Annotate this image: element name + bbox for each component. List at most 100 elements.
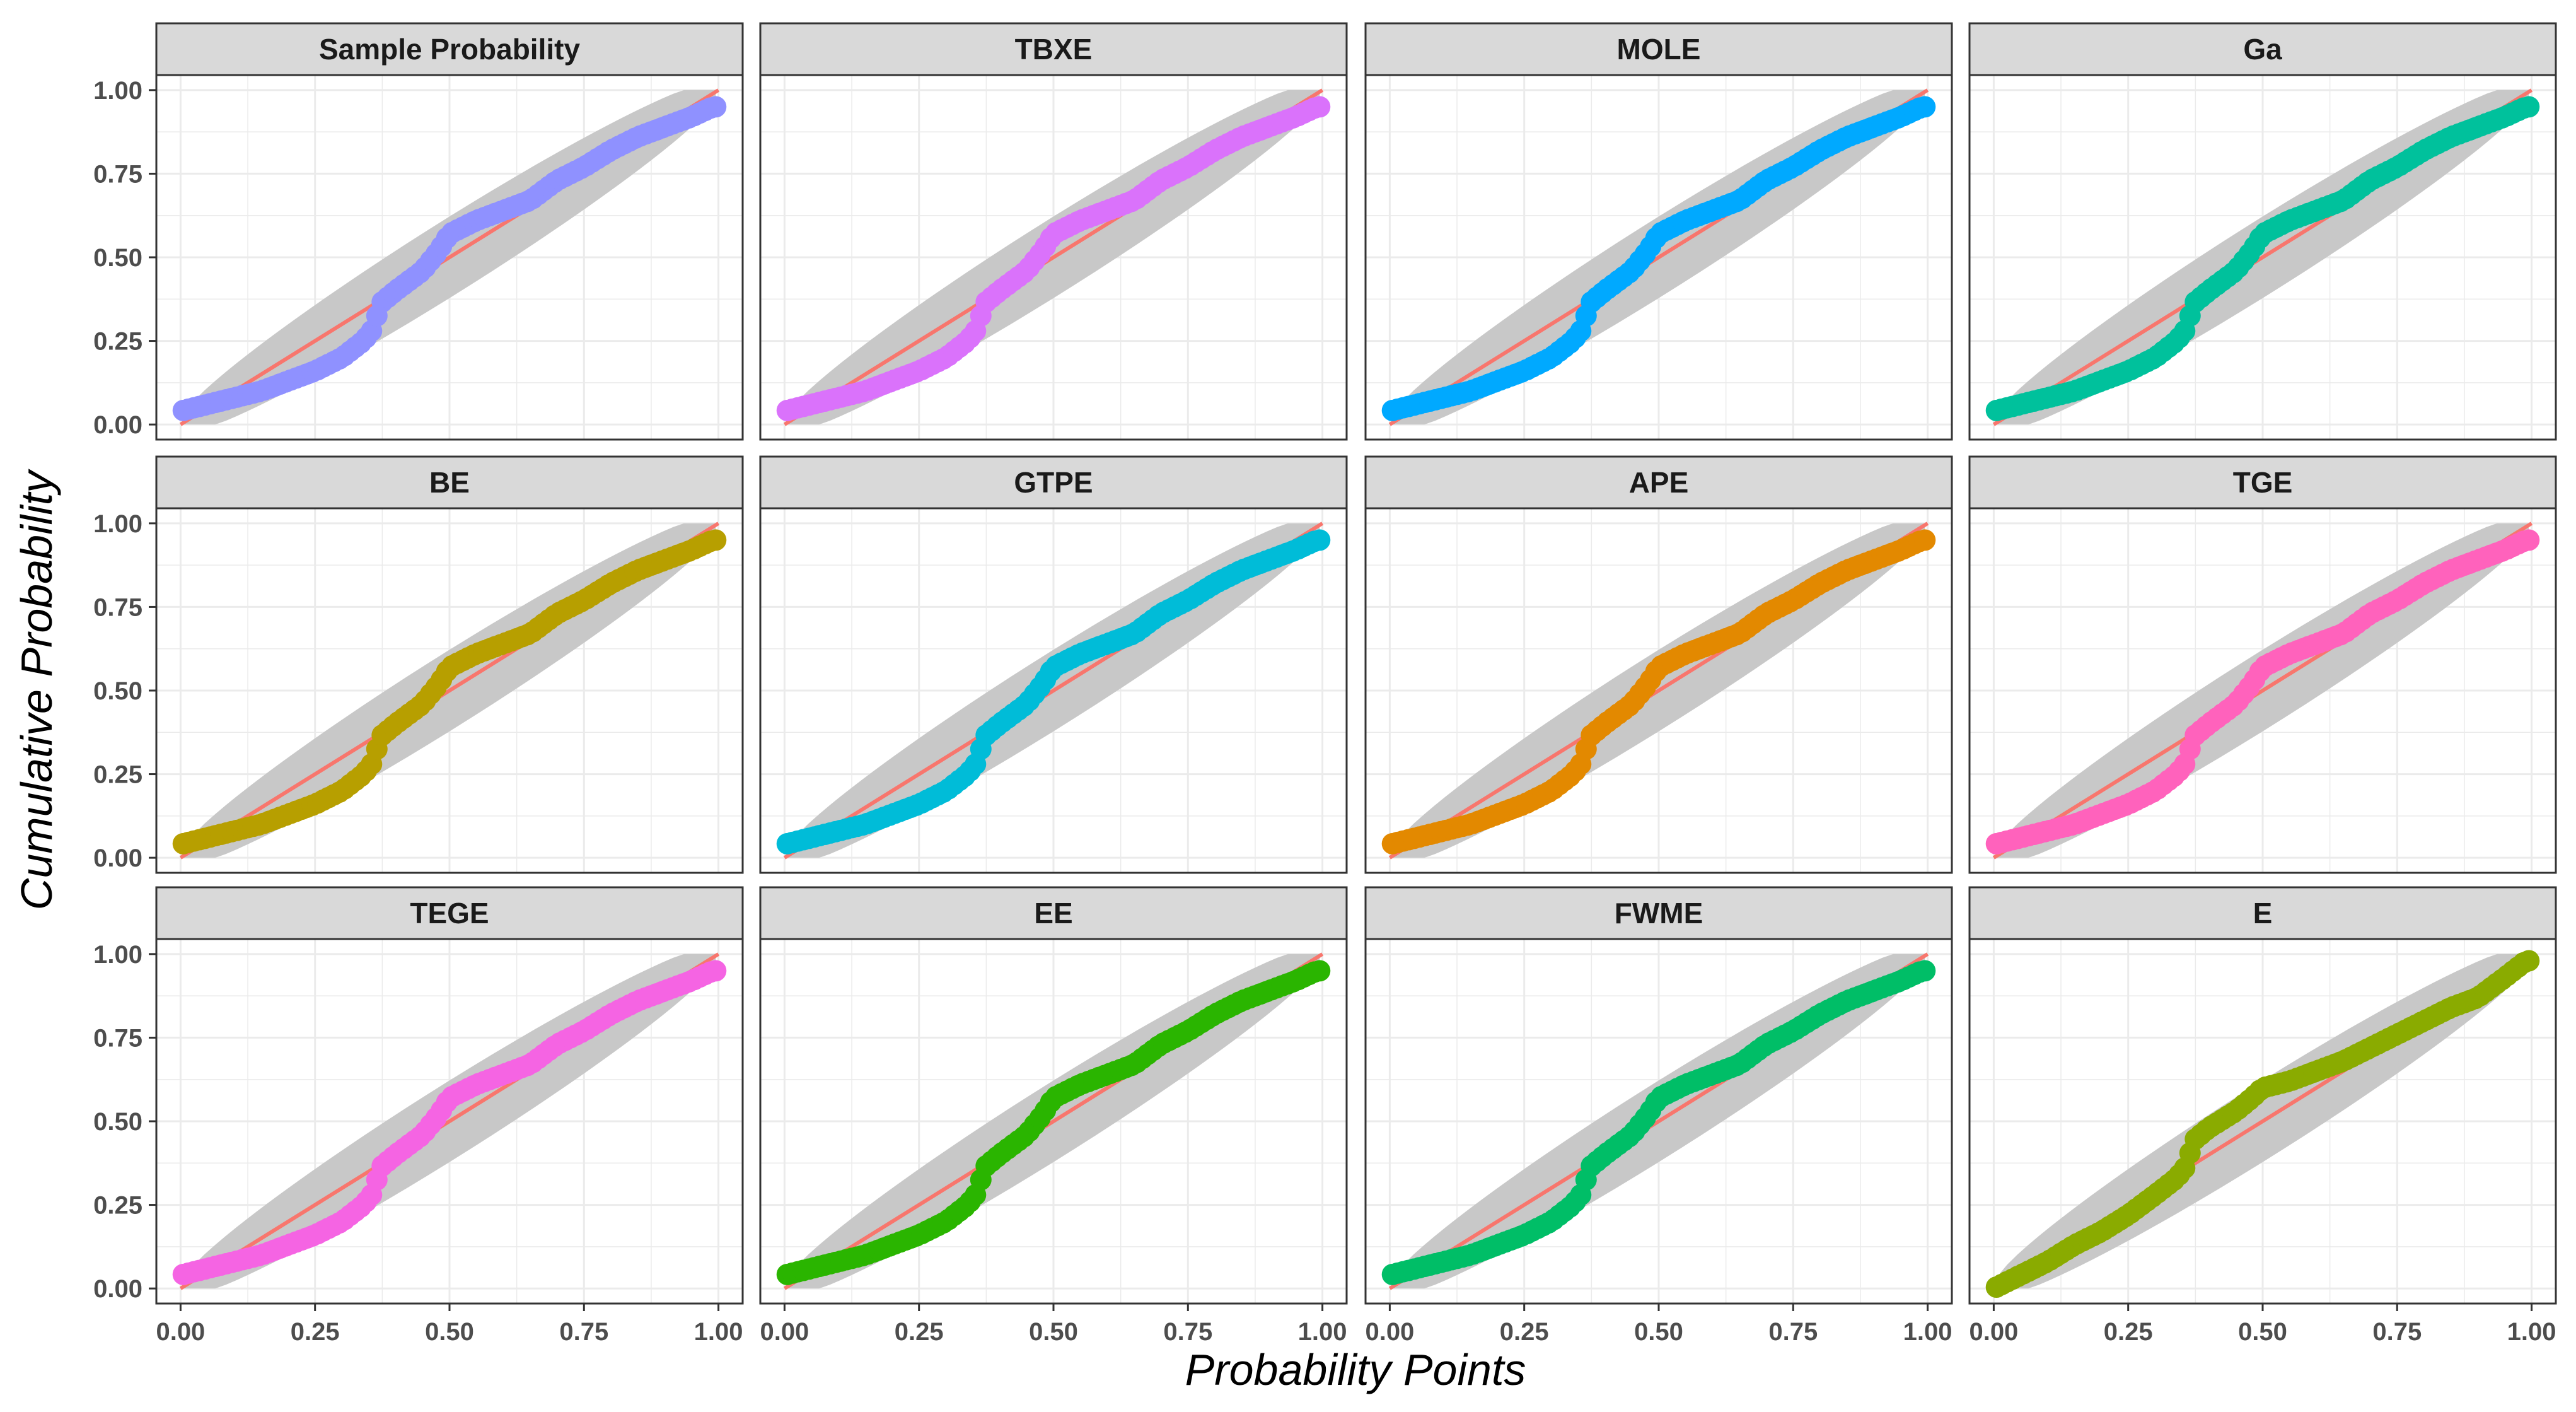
y-tick-label: 1.00 <box>93 941 142 969</box>
data-point <box>1309 96 1331 118</box>
data-points <box>1381 529 1936 855</box>
facet-strip-label: TEGE <box>410 897 489 930</box>
x-tick-label: 0.75 <box>2372 1318 2422 1346</box>
x-tick-label: 1.00 <box>1298 1318 1347 1346</box>
data-point <box>2518 950 2540 972</box>
facet-panel: TGE <box>1968 455 2557 874</box>
x-tick-label: 0.25 <box>291 1318 340 1346</box>
data-points <box>172 96 727 421</box>
data-points <box>1985 96 2540 421</box>
panel-border <box>1968 507 2557 874</box>
data-point <box>1309 960 1331 982</box>
x-tick-label: 0.00 <box>156 1318 205 1346</box>
y-tick-label: 0.50 <box>93 677 142 705</box>
facet-strip-label: TBXE <box>1015 33 1093 66</box>
grid <box>1970 508 2556 873</box>
facet-strip-label: Ga <box>2243 33 2282 66</box>
facet-strip <box>155 455 744 510</box>
facet-panel: MOLE <box>1364 22 1953 441</box>
x-tick-label: 0.00 <box>1969 1318 2018 1346</box>
data-points <box>1985 529 2540 855</box>
facet-strip-label: TGE <box>2233 466 2293 499</box>
x-tick-label: 0.00 <box>760 1318 809 1346</box>
data-points <box>1381 960 1936 1285</box>
x-tick-label: 0.75 <box>559 1318 608 1346</box>
facet-panel: GTPE <box>759 455 1348 874</box>
x-tick-label: 1.00 <box>694 1318 743 1346</box>
facet-panel: EE 0.00 0.25 0.50 0.75 1.00 <box>759 886 1348 1346</box>
x-tick-label: 0.25 <box>895 1318 944 1346</box>
x-tick-label: 0.50 <box>2238 1318 2287 1346</box>
data-point <box>1309 529 1331 551</box>
facet-strip <box>759 455 1348 510</box>
panel-border <box>759 507 1348 874</box>
x-tick-label: 0.75 <box>1163 1318 1212 1346</box>
data-points <box>172 960 727 1285</box>
y-tick-label: 0.50 <box>93 244 142 272</box>
y-tick-label: 0.25 <box>93 761 142 789</box>
panel-border <box>759 74 1348 441</box>
facet-panel: TBXE <box>759 22 1348 441</box>
panel-border <box>1364 507 1953 874</box>
grid <box>156 75 743 440</box>
y-tick-label: 1.00 <box>93 510 142 538</box>
x-tick-label: 1.00 <box>2507 1318 2556 1346</box>
data-points <box>1985 950 2540 1298</box>
y-tick-label: 0.25 <box>93 1192 142 1220</box>
facet-panel: BE 0.00 0.25 0.50 0.75 1.00 <box>93 455 744 874</box>
x-tick-label: 0.50 <box>1634 1318 1683 1346</box>
facet-strip-label: BE <box>429 466 470 499</box>
data-point <box>1914 96 1936 118</box>
facet-strip <box>1364 455 1953 510</box>
data-point <box>705 529 727 551</box>
y-tick-label: 0.00 <box>93 1275 142 1303</box>
facet-panel: TEGE 0.00 0.25 0.50 0.75 1.00 0.00 0.25 0.50 0.75… <box>93 886 744 1346</box>
y-tick-label: 1.00 <box>93 77 142 105</box>
y-axis-title: Cumulative Probability <box>12 469 61 910</box>
y-tick-label: 0.75 <box>93 593 142 621</box>
data-point <box>2518 529 2540 551</box>
facet-strip <box>1364 886 1953 940</box>
facet-panels: Sample Probability 0.00 0.25 0.50 0.75 1.00 TB… <box>93 22 2557 1346</box>
facet-strip-label: MOLE <box>1617 33 1701 66</box>
facet-panel: Sample Probability 0.00 0.25 0.50 0.75 1.00 <box>93 22 744 441</box>
facet-strip <box>155 22 744 76</box>
x-tick-label: 0.75 <box>1768 1318 1818 1346</box>
data-point <box>1914 529 1936 551</box>
data-points <box>776 529 1331 855</box>
facet-panel: Ga <box>1968 22 2557 441</box>
facet-strip-label: EE <box>1034 897 1072 930</box>
facet-panel: APE <box>1364 455 1953 874</box>
facet-strip <box>155 886 744 940</box>
facet-panel: E 0.00 0.25 0.50 0.75 1.00 <box>1968 886 2557 1346</box>
panel-border <box>1968 74 2557 441</box>
facet-strip-label: FWME <box>1615 897 1703 930</box>
x-tick-label: 0.50 <box>425 1318 474 1346</box>
y-tick-label: 0.25 <box>93 328 142 356</box>
facet-strip-label: APE <box>1629 466 1689 499</box>
facet-strip-label: E <box>2253 897 2273 930</box>
y-tick-label: 0.00 <box>93 844 142 872</box>
data-point <box>2518 96 2540 118</box>
data-point <box>1914 960 1936 982</box>
x-tick-label: 1.00 <box>1903 1318 1952 1346</box>
data-point <box>705 96 727 118</box>
y-tick-label: 0.75 <box>93 160 142 188</box>
facet-panel: FWME 0.00 0.25 0.50 0.75 1.00 <box>1364 886 1953 1346</box>
grid <box>1366 75 1952 440</box>
grid <box>1366 939 1952 1304</box>
x-axis-title: Probability Points <box>1185 1345 1526 1394</box>
data-points <box>776 96 1331 421</box>
y-tick-label: 0.00 <box>93 411 142 439</box>
panel-border <box>1364 74 1953 441</box>
facet-strip <box>1968 455 2557 510</box>
y-tick-label: 0.50 <box>93 1108 142 1136</box>
x-tick-label: 0.25 <box>1500 1318 1549 1346</box>
data-point <box>705 960 727 982</box>
x-tick-label: 0.00 <box>1365 1318 1414 1346</box>
facet-strip-label: Sample Probability <box>319 33 581 66</box>
y-tick-label: 0.75 <box>93 1024 142 1052</box>
data-points <box>172 529 727 855</box>
facet-strip <box>1364 22 1953 76</box>
